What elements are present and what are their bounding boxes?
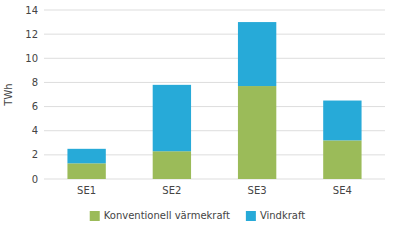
y-tick-label: 8 xyxy=(32,77,38,88)
chart-container: 0 2 4 6 8 10 12 14 TWh SE1 SE2 SE3 SE4 Konventionell … xyxy=(0,0,395,231)
y-tick-label: 14 xyxy=(25,5,38,16)
bar xyxy=(153,85,191,151)
legend: Konventionell värmekraft Vindkraft xyxy=(90,210,306,221)
bar xyxy=(323,101,361,141)
bar xyxy=(67,163,105,179)
legend-swatch xyxy=(90,211,100,221)
grid-line xyxy=(44,58,385,59)
grid-line xyxy=(44,10,385,11)
bar xyxy=(67,149,105,163)
y-tick-label: 10 xyxy=(25,53,38,64)
grid xyxy=(44,10,385,179)
legend-label: Vindkraft xyxy=(260,210,305,221)
bar xyxy=(238,22,276,86)
bar xyxy=(153,151,191,179)
y-axis-label: TWh xyxy=(3,83,14,106)
bar xyxy=(323,140,361,179)
y-tick-label: 12 xyxy=(25,29,38,40)
y-tick-label: 2 xyxy=(32,149,38,160)
x-tick-label: SE4 xyxy=(333,185,352,196)
bars xyxy=(67,22,361,179)
y-tick-label: 6 xyxy=(32,101,38,112)
grid-line xyxy=(44,34,385,35)
legend-swatch xyxy=(246,211,256,221)
x-tick-label: SE1 xyxy=(77,185,96,196)
x-tick-label: SE2 xyxy=(162,185,181,196)
y-tick-label: 0 xyxy=(32,174,38,185)
grid-line xyxy=(44,82,385,83)
x-tick-label: SE3 xyxy=(248,185,267,196)
bar xyxy=(238,86,276,179)
y-tick-label: 4 xyxy=(32,125,38,136)
legend-label: Konventionell värmekraft xyxy=(104,210,230,221)
chart: 0 2 4 6 8 10 12 14 TWh SE1 SE2 SE3 SE4 Konventionell … xyxy=(0,0,395,231)
